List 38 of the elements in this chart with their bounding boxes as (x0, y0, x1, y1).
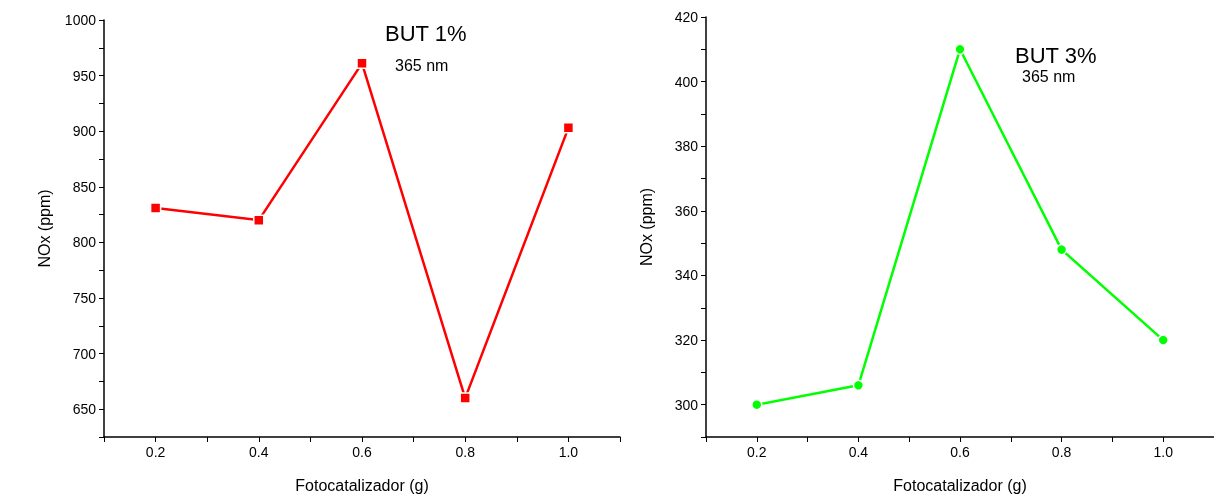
y-axis-title: NOx (ppm) (35, 189, 53, 268)
x-tick-label: 0.4 (848, 444, 869, 460)
y-tick-label: 900 (72, 123, 97, 140)
x-tick-label: 0.6 (950, 444, 970, 460)
y-tick-label: 340 (674, 267, 699, 284)
x-tick-label: 0.2 (747, 444, 767, 460)
point (1055, 243, 1068, 256)
y-tick-label: 850 (72, 178, 97, 195)
point (852, 379, 865, 392)
x-axis-title: Fotocatalizador (g) (893, 476, 1027, 494)
point (253, 214, 265, 226)
x-tick-label: 1.0 (558, 444, 579, 460)
y-tick-label: 420 (674, 9, 699, 25)
x-tick-label: 0.8 (455, 444, 476, 460)
y-tick-label: 380 (674, 138, 699, 155)
x-tick-label: 1.0 (1153, 444, 1174, 460)
y-axis-title: NOx (ppm) (637, 187, 655, 267)
y-tick-label: 320 (674, 332, 699, 349)
y-tick-label: 750 (72, 290, 97, 306)
y-tick-label: 360 (674, 202, 699, 219)
y-tick-label: 800 (72, 234, 97, 251)
y-tick-label: 400 (674, 73, 699, 90)
point (459, 392, 471, 404)
y-tick-label: 650 (72, 401, 97, 418)
x-tick-label: 0.6 (352, 444, 372, 460)
y-tick-label: 700 (72, 345, 97, 362)
point (1157, 334, 1169, 346)
annotation: 365 nm (1022, 67, 1076, 85)
x-tick-label: 0.2 (145, 444, 166, 460)
x-tick-label: 0.8 (1051, 444, 1072, 460)
annotation: BUT 3% (1015, 42, 1097, 68)
y-tick-label: 300 (674, 396, 699, 413)
y-tick-label: 950 (72, 67, 97, 84)
x-tick-label: 0.4 (249, 444, 269, 460)
x-axis-title: Fotocatalizador (g) (295, 476, 429, 494)
y-tick-label: 1000 (64, 12, 97, 28)
annotation: BUT 1% (385, 20, 467, 46)
annotation: 365 nm (395, 56, 449, 74)
